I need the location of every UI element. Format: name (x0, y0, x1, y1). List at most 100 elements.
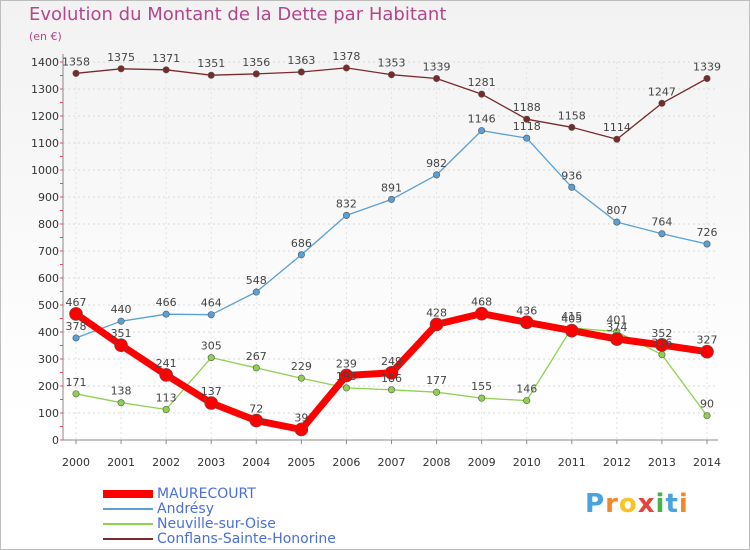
data-label: 1158 (558, 109, 586, 122)
x-tick-label: 2001 (107, 456, 135, 469)
y-tick-label: 300 (38, 353, 59, 366)
data-point (703, 74, 711, 82)
data-label: 436 (516, 304, 537, 317)
data-point (72, 69, 80, 77)
data-point (478, 394, 486, 402)
data-point (568, 183, 576, 191)
data-label: 177 (426, 374, 447, 387)
x-tick-label: 2006 (332, 456, 360, 469)
data-point (700, 344, 714, 359)
logo-letter: x (637, 489, 656, 519)
data-point (519, 315, 534, 330)
x-tick-label: 2009 (468, 456, 496, 469)
data-label: 405 (561, 313, 582, 326)
data-label: 39 (294, 411, 308, 424)
data-label: 1339 (693, 60, 721, 73)
x-tick-label: 2013 (648, 456, 676, 469)
legend-label: Neuville-sur-Oise (157, 516, 276, 532)
data-point (658, 230, 666, 238)
data-point (207, 311, 215, 319)
y-tick-label: 1100 (31, 137, 59, 150)
y-tick-label: 800 (38, 218, 59, 231)
data-label: 982 (426, 157, 447, 170)
data-label: 72 (249, 403, 263, 416)
data-point (294, 422, 309, 437)
data-point (162, 405, 170, 413)
data-label: 374 (606, 321, 627, 334)
data-point (72, 390, 80, 398)
data-point (658, 99, 666, 107)
data-label: 466 (156, 296, 177, 309)
data-label: 267 (246, 350, 267, 363)
data-label: 428 (426, 306, 447, 319)
logo-letter: P (585, 489, 606, 519)
data-label: 171 (66, 376, 87, 389)
data-label: 1378 (332, 50, 360, 63)
data-point (429, 317, 444, 332)
data-label: 193 (336, 370, 357, 383)
data-label: 229 (291, 360, 312, 373)
data-point (433, 388, 441, 396)
logo-letter: t (665, 489, 679, 519)
data-label: 146 (516, 383, 537, 396)
data-point (159, 368, 173, 382)
data-label: 1351 (197, 57, 225, 70)
data-label: 891 (381, 181, 402, 194)
data-point (162, 66, 170, 74)
x-tick-label: 2008 (423, 456, 451, 469)
data-label: 305 (201, 340, 222, 353)
data-point (252, 70, 260, 78)
data-label: 468 (471, 296, 492, 309)
x-tick-label: 2002 (152, 456, 180, 469)
data-label: 1114 (603, 121, 631, 134)
data-point (610, 332, 624, 346)
data-label: 249 (381, 355, 402, 368)
data-point (69, 307, 83, 321)
data-label: 548 (246, 274, 267, 287)
y-tick-label: 900 (38, 191, 59, 204)
y-tick-label: 1300 (31, 83, 59, 96)
data-point (114, 338, 128, 353)
x-tick-label: 2004 (242, 456, 270, 469)
data-point (658, 351, 666, 359)
data-label: 1363 (287, 54, 315, 67)
data-label: 137 (201, 385, 222, 398)
data-label: 1356 (242, 56, 270, 69)
data-point (523, 115, 531, 123)
data-label: 239 (336, 357, 357, 370)
y-tick-label: 1200 (31, 110, 59, 123)
logo-letter: r (605, 489, 619, 519)
legend-swatch (103, 490, 153, 498)
legend-swatch (103, 508, 153, 510)
x-tick-label: 2003 (197, 456, 225, 469)
x-tick-label: 2000 (62, 456, 90, 469)
data-label: 1371 (152, 52, 180, 65)
data-label: 807 (606, 204, 627, 217)
logo-letter: i (678, 489, 689, 519)
legend-item-andresy: Andrésy (103, 501, 214, 517)
logo-letter: i (655, 489, 666, 519)
data-label: 464 (201, 297, 222, 310)
data-point (433, 171, 441, 179)
data-point (342, 384, 350, 392)
data-label: 378 (66, 320, 87, 333)
x-tick-label: 2010 (513, 456, 541, 469)
legend-item-maurecourt: MAURECOURT (103, 486, 256, 502)
data-label: 113 (156, 391, 177, 404)
legend-swatch (103, 523, 153, 525)
data-label: 155 (471, 380, 492, 393)
proxiti-logo: Proxiti (585, 489, 689, 519)
data-point (474, 306, 489, 321)
y-tick-label: 1000 (31, 164, 59, 177)
data-label: 241 (156, 357, 177, 370)
data-label: 316 (651, 337, 672, 350)
y-tick-label: 600 (38, 272, 59, 285)
data-label: 764 (651, 216, 672, 229)
data-label: 351 (111, 327, 132, 340)
data-label: 401 (606, 314, 627, 327)
data-point (387, 71, 395, 79)
data-label: 186 (381, 372, 402, 385)
legend-label: Andrésy (157, 501, 214, 517)
data-point (117, 317, 125, 325)
